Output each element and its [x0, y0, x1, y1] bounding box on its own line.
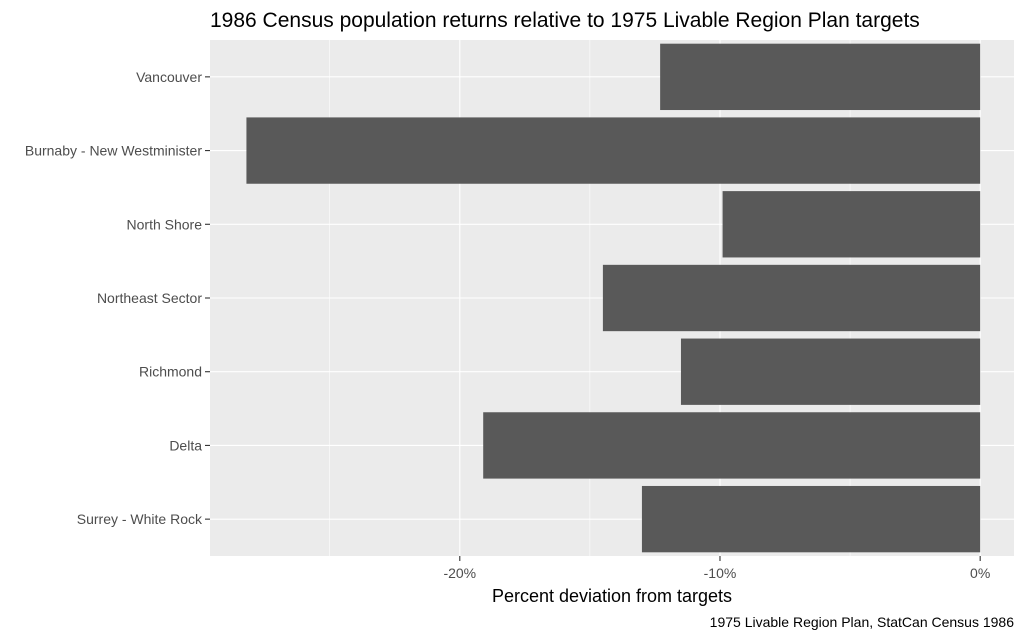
y-tick-label: Northeast Sector — [97, 290, 202, 306]
x-axis-title: Percent deviation from targets — [492, 586, 732, 606]
chart-caption: 1975 Livable Region Plan, StatCan Census… — [710, 614, 1015, 630]
bars — [246, 43, 981, 553]
y-tick-label: Richmond — [139, 364, 202, 380]
bar — [680, 338, 981, 405]
bar — [660, 43, 981, 111]
y-tick-label: North Shore — [127, 216, 203, 232]
y-axis: Vancouver Burnaby - New Westminister North… — [25, 69, 210, 527]
bar — [641, 485, 981, 553]
bar — [602, 264, 981, 332]
y-tick-label: Delta — [169, 437, 202, 453]
x-tick-label: 0% — [970, 565, 990, 581]
chart-title: 1986 Census population returns relative … — [210, 9, 920, 32]
y-tick-label: Burnaby - New Westminister — [25, 143, 202, 159]
y-tick-label: Vancouver — [136, 69, 202, 85]
bar — [246, 117, 981, 184]
y-tick-label: Surrey - White Rock — [77, 511, 203, 527]
x-tick-label: -10% — [704, 565, 737, 581]
bar — [483, 412, 981, 479]
bar — [722, 191, 981, 258]
x-axis: -20% -10% 0% — [443, 556, 990, 581]
x-tick-label: -20% — [443, 565, 476, 581]
